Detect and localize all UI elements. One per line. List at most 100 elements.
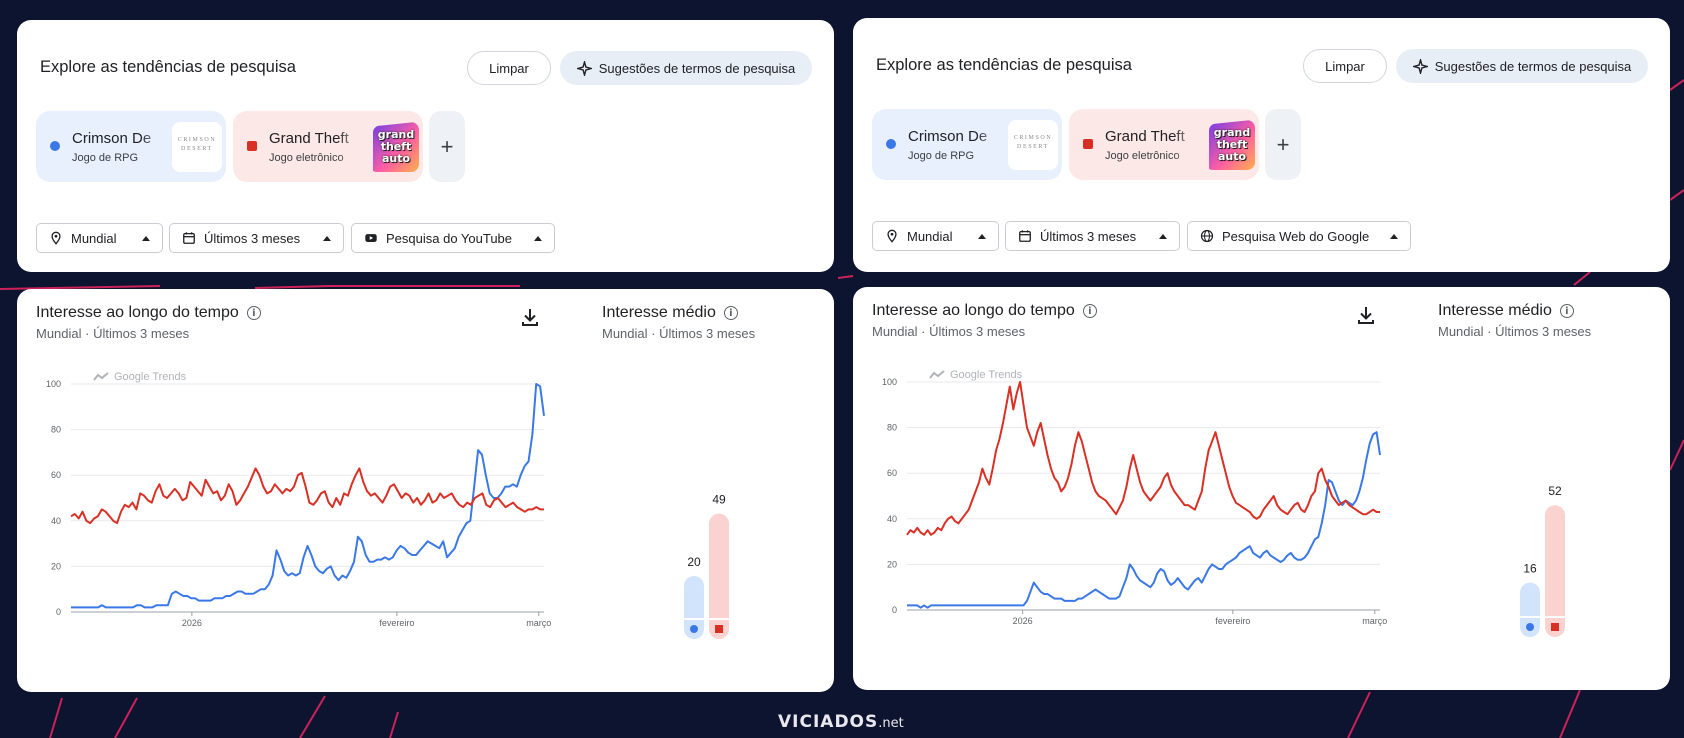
trend-line-icon: [93, 372, 109, 381]
average-value-label: 49: [712, 493, 726, 507]
average-bar-crimson-desert: [1520, 582, 1540, 637]
site-logo-main: VICIADOS: [778, 712, 879, 732]
gta-logo-thumbnail: grand theft auto: [1205, 120, 1255, 170]
term-chip-crimson-desert[interactable]: Crimson De Jogo de RPG CRIMSON DESERT: [36, 111, 226, 182]
average-value-label: 52: [1548, 484, 1562, 498]
location-pin-icon: [51, 231, 61, 245]
clear-button[interactable]: Limpar: [467, 51, 551, 85]
crimson-desert-thumbnail: CRIMSON DESERT: [172, 122, 222, 172]
youtube-icon: [365, 234, 377, 242]
y-tick-label: 40: [51, 516, 61, 526]
explore-title: Explore as tendências de pesquisa: [40, 58, 296, 76]
interest-panel-web: Interesse ao longo do tempo i Mundial · …: [853, 287, 1670, 690]
y-tick-label: 20: [51, 561, 61, 571]
y-tick-label: 80: [887, 423, 897, 433]
google-trends-watermark: Google Trends: [929, 369, 1022, 381]
y-tick-label: 0: [56, 607, 61, 617]
interest-subtitle: Mundial · Últimos 3 meses: [36, 326, 190, 341]
average-interest-title: Interesse médio i: [602, 304, 738, 322]
average-bar-crimson-desert: [684, 576, 704, 639]
caret-up-icon: [978, 233, 986, 239]
explore-panel-youtube: Explore as tendências de pesquisa Limpar…: [17, 20, 834, 272]
info-icon[interactable]: i: [1559, 304, 1574, 318]
term-name: Crimson De: [72, 130, 152, 147]
y-tick-label: 40: [887, 514, 897, 524]
interest-line-chart: 0 20 40 60 80 100 2026 fevereiro março 16 52: [882, 377, 1565, 637]
explore-panel-web: Explore as tendências de pesquisa Limpar…: [853, 18, 1670, 272]
interest-line-chart: 0 20 40 60 80 100 2026 fevereiro março 20 49: [46, 379, 729, 639]
circle-icon: [1526, 623, 1534, 631]
caret-up-icon: [1159, 233, 1167, 239]
x-tick-label: 2026: [1013, 616, 1033, 626]
location-filter[interactable]: Mundial: [36, 223, 163, 253]
search-suggestions-button[interactable]: Sugestões de termos de pesquisa: [1396, 49, 1648, 83]
search-source-filter[interactable]: Pesquisa Web do Google: [1187, 221, 1411, 251]
google-trends-watermark: Google Trends: [93, 371, 186, 383]
add-term-button[interactable]: +: [429, 111, 465, 182]
average-subtitle: Mundial · Últimos 3 meses: [1438, 324, 1592, 339]
term-name: Grand Theft: [269, 130, 349, 147]
series-line-grand-theft-auto: [70, 467, 544, 525]
search-source-value: Pesquisa do YouTube: [386, 230, 513, 246]
search-source-value: Pesquisa Web do Google: [1222, 228, 1370, 244]
interest-title-text: Interesse ao longo do tempo: [872, 302, 1075, 319]
series-line-crimson-desert: [907, 431, 1381, 609]
search-suggestions-label: Sugestões de termos de pesquisa: [1434, 58, 1632, 74]
download-icon[interactable]: [1354, 303, 1378, 327]
average-bar-grand-theft-auto: [709, 513, 729, 639]
y-tick-label: 100: [46, 379, 61, 389]
y-tick-label: 20: [887, 559, 897, 569]
download-icon[interactable]: [518, 305, 542, 329]
term-chip-grand-theft-auto[interactable]: Grand Theft Jogo eletrônico grand theft …: [233, 111, 423, 182]
term-chip-grand-theft-auto[interactable]: Grand Theft Jogo eletrônico grand theft …: [1069, 109, 1259, 180]
trend-line-icon: [929, 370, 945, 379]
time-range-filter[interactable]: Últimos 3 meses: [169, 223, 344, 253]
x-tick-label: fevereiro: [379, 618, 414, 628]
y-tick-label: 100: [882, 377, 897, 387]
circle-icon: [886, 139, 896, 149]
clear-button[interactable]: Limpar: [1303, 49, 1387, 83]
interest-over-time-title: Interesse ao longo do tempo i: [872, 302, 1097, 320]
sparkle-icon: [576, 60, 592, 76]
term-type: Jogo eletrônico: [1105, 150, 1180, 162]
location-filter[interactable]: Mundial: [872, 221, 999, 251]
term-type: Jogo eletrônico: [269, 152, 344, 164]
add-term-button[interactable]: +: [1265, 109, 1301, 180]
average-value-label: 20: [687, 555, 701, 569]
term-chip-crimson-desert[interactable]: Crimson De Jogo de RPG CRIMSON DESERT: [872, 109, 1062, 180]
x-tick-label: março: [1362, 616, 1387, 626]
search-suggestions-button[interactable]: Sugestões de termos de pesquisa: [560, 51, 812, 85]
average-title-text: Interesse médio: [602, 304, 716, 321]
time-range-filter[interactable]: Últimos 3 meses: [1005, 221, 1180, 251]
average-bar-grand-theft-auto: [1545, 505, 1565, 637]
crimson-desert-thumbnail: CRIMSON DESERT: [1008, 120, 1058, 170]
term-name: Grand Theft: [1105, 128, 1185, 145]
site-logo: VICIADOS.net: [778, 712, 904, 732]
interest-over-time-title: Interesse ao longo do tempo i: [36, 304, 261, 322]
circle-icon: [690, 625, 698, 633]
info-icon[interactable]: i: [723, 306, 738, 320]
interest-panel-youtube: Interesse ao longo do tempo i Mundial · …: [17, 289, 834, 692]
term-type: Jogo de RPG: [72, 152, 139, 164]
site-logo-suffix: .net: [878, 716, 904, 731]
gta-logo-thumbnail: grand theft auto: [369, 122, 419, 172]
location-pin-icon: [887, 229, 897, 243]
search-source-filter[interactable]: Pesquisa do YouTube: [351, 223, 555, 253]
y-tick-label: 60: [51, 470, 61, 480]
x-tick-label: 2026: [182, 618, 202, 628]
info-icon[interactable]: i: [1082, 304, 1097, 318]
interest-title-text: Interesse ao longo do tempo: [36, 304, 239, 321]
time-range-value: Últimos 3 meses: [1040, 228, 1137, 244]
x-tick-label: março: [526, 618, 551, 628]
search-suggestions-label: Sugestões de termos de pesquisa: [598, 60, 796, 76]
y-tick-label: 60: [887, 468, 897, 478]
x-tick-label: fevereiro: [1215, 616, 1250, 626]
thumbnail-text: grand theft auto: [377, 128, 415, 165]
caret-up-icon: [1390, 233, 1398, 239]
thumbnail-text: CRIMSON DESERT: [177, 137, 217, 152]
info-icon[interactable]: i: [246, 306, 261, 320]
average-subtitle: Mundial · Últimos 3 meses: [602, 326, 756, 341]
caret-up-icon: [534, 235, 542, 241]
thumbnail-text: CRIMSON DESERT: [1013, 135, 1053, 150]
square-icon: [715, 625, 723, 633]
